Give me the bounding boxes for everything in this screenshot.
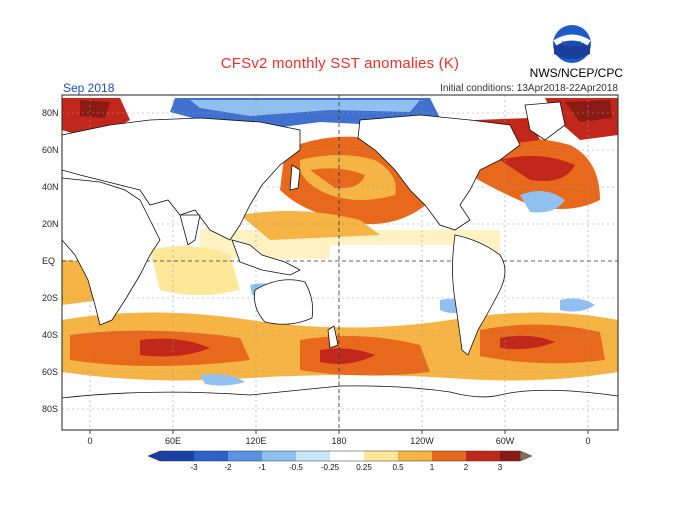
colorbar-label: -0.5 [289,463,303,472]
colorbar [147,450,533,462]
continents [61,101,619,399]
colorbar-label: 3 [497,463,503,472]
lat-label: 80S [42,404,59,414]
colorbar-label: 0.5 [392,463,404,472]
chart-title: CFSv2 monthly SST anomalies (K) [220,55,460,72]
lat-label: 40N [42,182,59,192]
anomaly-field [62,98,618,430]
lat-label: 60S [42,367,59,377]
lon-label: 120W [410,436,434,446]
colorbar-label: 2 [463,463,469,472]
lat-label: 60N [42,145,59,155]
svg-text:NOAA: NOAA [562,41,583,48]
colorbar-label: -3 [190,463,198,472]
lat-label: EQ [42,256,56,266]
lon-label: 60E [164,436,181,446]
forecast-month: Sep 2018 [63,81,115,95]
lon-label: 60W [495,436,515,446]
lat-label: 40S [42,330,59,340]
lon-label: 0 [585,436,591,446]
colorbar-label: -1 [258,463,266,472]
lat-label: 20S [42,293,59,303]
lon-label: 180 [331,436,347,446]
lon-label: 0 [87,436,93,446]
colorbar-label: 1 [429,463,435,472]
colorbar-label: -2 [224,463,232,472]
lon-label: 120E [245,436,267,446]
colorbar-label: 0.25 [356,463,372,472]
initial-conditions: Initial conditions: 13Apr2018-22Apr2018 [440,83,618,94]
graticule [62,95,618,430]
lat-label: 20N [42,219,59,229]
colorbar-label: -0.25 [320,463,340,472]
agency-label: NWS/NCEP/CPC [529,66,623,80]
noaa-logo: NOAA [553,25,591,63]
lat-label: 80N [42,108,59,118]
